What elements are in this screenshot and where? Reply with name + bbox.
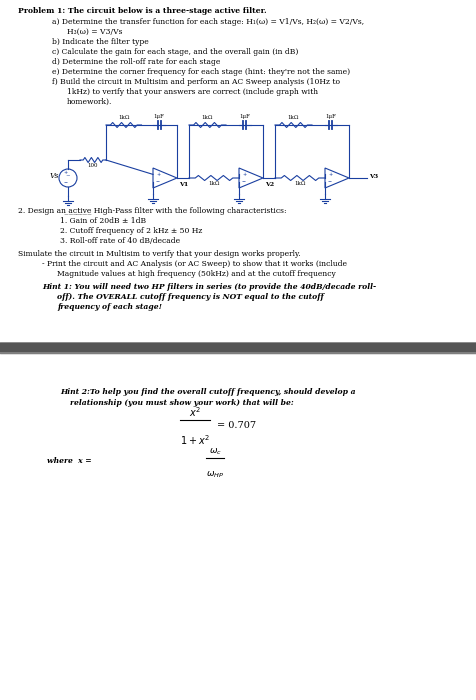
Text: Simulate the circuit in Multisim to verify that your design works properly.: Simulate the circuit in Multisim to veri…	[18, 250, 301, 258]
Text: off). The OVERALL cutoff frequency is NOT equal to the cutoff: off). The OVERALL cutoff frequency is NO…	[57, 293, 324, 301]
Text: 1μF: 1μF	[325, 114, 336, 119]
Text: homework).: homework).	[67, 98, 112, 106]
Text: 2. Cutoff frequency of 2 kHz ± 50 Hz: 2. Cutoff frequency of 2 kHz ± 50 Hz	[60, 227, 202, 235]
Text: $\omega_{HP}$: $\omega_{HP}$	[206, 470, 224, 480]
Text: V2: V2	[265, 182, 274, 187]
Text: c) Calculate the gain for each stage, and the overall gain (in dB): c) Calculate the gain for each stage, an…	[52, 48, 298, 56]
Text: 1kΩ: 1kΩ	[202, 115, 213, 120]
Text: 1kΩ: 1kΩ	[118, 115, 129, 120]
Text: Hint 1: You will need two HP filters in series (to provide the 40dB/decade roll-: Hint 1: You will need two HP filters in …	[42, 283, 376, 291]
Text: $x^2$: $x^2$	[189, 405, 201, 419]
Text: +: +	[156, 172, 160, 177]
Text: Magnitude values at high frequency (50kHz) and at the cutoff frequency: Magnitude values at high frequency (50kH…	[57, 270, 336, 278]
Text: 1μF: 1μF	[239, 114, 250, 119]
Text: 1kHz) to verify that your answers are correct (include graph with: 1kHz) to verify that your answers are co…	[67, 88, 318, 96]
Text: +: +	[242, 172, 246, 177]
Text: Problem 1: The circuit below is a three-stage active filter.: Problem 1: The circuit below is a three-…	[18, 7, 267, 15]
Text: 3. Roll-off rate of 40 dB/decade: 3. Roll-off rate of 40 dB/decade	[60, 237, 180, 245]
Text: −: −	[242, 179, 246, 184]
Text: $\omega_c$: $\omega_c$	[208, 447, 221, 457]
Text: Vs: Vs	[50, 172, 60, 180]
Text: H₃(ω) = V3/Vs: H₃(ω) = V3/Vs	[67, 28, 122, 36]
Text: ~: ~	[66, 174, 70, 178]
Text: +: +	[328, 172, 332, 177]
Text: where  x =: where x =	[47, 457, 91, 465]
Text: frequency of each stage!: frequency of each stage!	[57, 303, 162, 311]
Text: 1μF: 1μF	[154, 114, 165, 119]
Text: V3: V3	[369, 174, 378, 179]
Text: 1kΩ: 1kΩ	[288, 115, 299, 120]
Text: −: −	[328, 179, 332, 184]
Text: 100: 100	[88, 163, 98, 168]
Text: d) Determine the roll-off rate for each stage: d) Determine the roll-off rate for each …	[52, 58, 220, 66]
Text: 1. Gain of 20dB ± 1dB: 1. Gain of 20dB ± 1dB	[60, 217, 146, 225]
Text: = 0.707: = 0.707	[217, 421, 256, 430]
Text: b) Indicate the filter type: b) Indicate the filter type	[52, 38, 149, 46]
Text: a) Determine the transfer function for each stage: H₁(ω) = V1/Vs, H₂(ω) = V2/Vs,: a) Determine the transfer function for e…	[52, 18, 364, 26]
Text: V1: V1	[179, 182, 188, 187]
Text: +: +	[63, 171, 68, 176]
Text: −: −	[156, 179, 160, 184]
Text: −: −	[63, 181, 68, 186]
Text: 1kΩ: 1kΩ	[294, 181, 306, 186]
Text: Hint 2:To help you find the overall cutoff frequency, should develop a: Hint 2:To help you find the overall cuto…	[60, 388, 356, 396]
Text: $1 + x^2$: $1 + x^2$	[180, 433, 210, 447]
Text: relationship (you must show your work) that will be:: relationship (you must show your work) t…	[70, 399, 294, 407]
Text: 2. Design an ̲a̲c̲t̲i̲v̲e̲ High-Pass filter with the following characteristics:: 2. Design an ̲a̲c̲t̲i̲v̲e̲ High-Pass fil…	[18, 207, 287, 215]
Text: - Print the circuit and AC Analysis (or AC Sweep) to show that it works (include: - Print the circuit and AC Analysis (or …	[42, 260, 347, 268]
Text: e) Determine the corner frequency for each stage (hint: they're not the same): e) Determine the corner frequency for ea…	[52, 68, 350, 76]
Text: 1kΩ: 1kΩ	[208, 181, 220, 186]
Text: f) Build the circuit in Multisim and perform an AC Sweep analysis (10Hz to: f) Build the circuit in Multisim and per…	[52, 78, 340, 86]
